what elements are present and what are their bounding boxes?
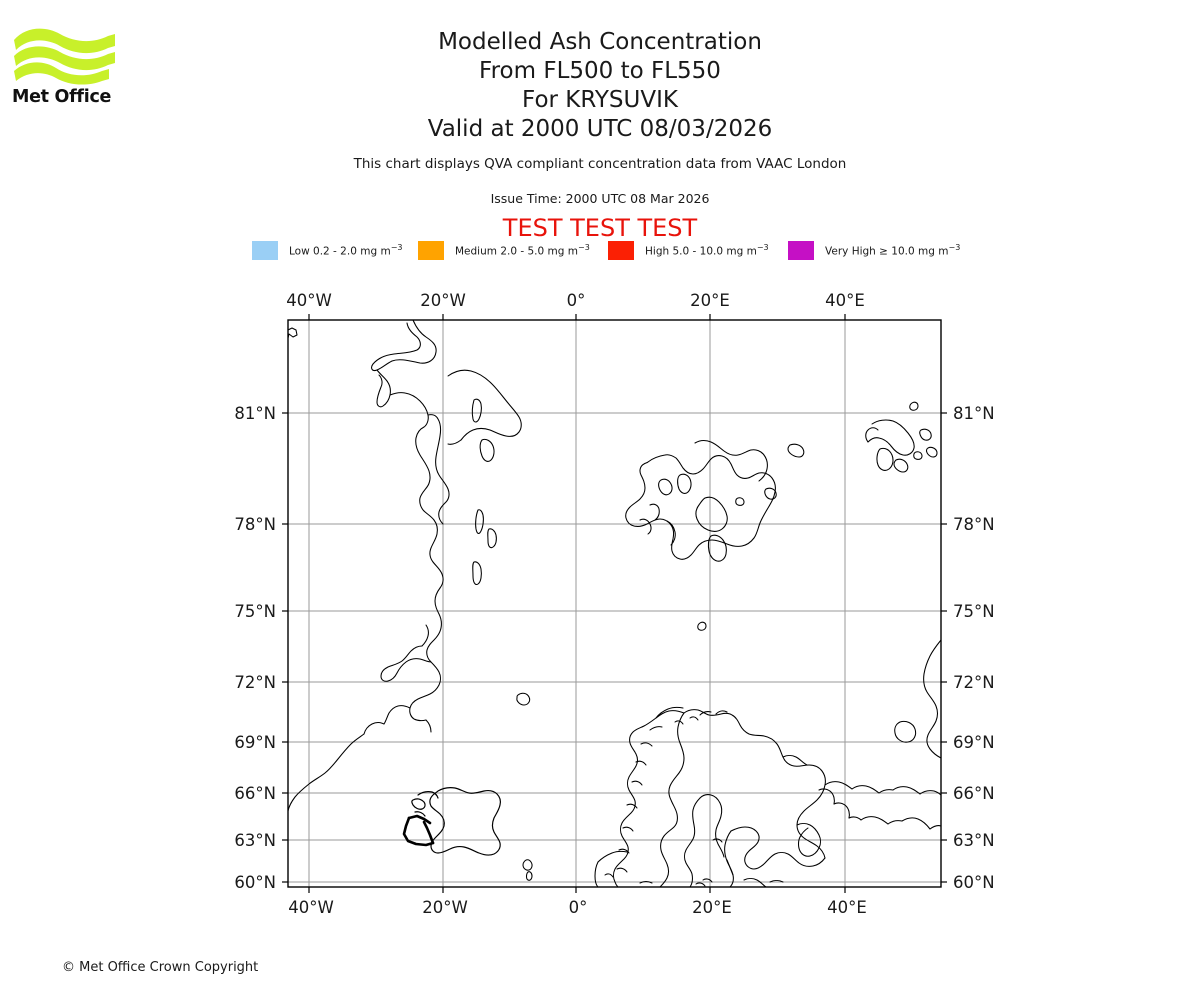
logo-wordmark: Met Office: [12, 87, 112, 107]
page-title: Modelled Ash Concentration From FL500 to…: [160, 28, 1040, 144]
legend-item-1: Medium 2.0 - 5.0 mg m−3: [418, 240, 590, 260]
concentration-legend: Low 0.2 - 2.0 mg m−3 Medium 2.0 - 5.0 mg …: [240, 240, 1000, 262]
map-frame: [287, 319, 942, 888]
title-line-3: For KRYSUVIK: [522, 87, 678, 113]
lat-label-left-7: 60°N: [234, 873, 276, 892]
met-office-logo: Met Office: [12, 24, 130, 114]
lat-label-left-6: 63°N: [234, 831, 276, 850]
lon-label-top-3: 20°E: [690, 291, 730, 310]
legend-swatch-1: [418, 240, 444, 260]
lon-label-top-0: 40°W: [286, 291, 332, 310]
lon-label-bottom-2: 0°: [569, 898, 588, 917]
lat-label-right-1: 78°N: [953, 515, 995, 534]
legend-swatch-0: [252, 240, 278, 260]
lat-label-right-7: 60°N: [953, 873, 995, 892]
legend-swatch-3: [788, 240, 814, 260]
lat-label-right-2: 75°N: [953, 602, 995, 621]
lat-label-right-4: 69°N: [953, 733, 995, 752]
lat-label-right-5: 66°N: [953, 784, 995, 803]
issue-time: Issue Time: 2000 UTC 08 Mar 2026: [490, 191, 710, 206]
legend-swatch-2: [608, 240, 634, 260]
lat-label-left-2: 75°N: [234, 602, 276, 621]
lon-label-top-2: 0°: [567, 291, 586, 310]
legend-label-3: Very High ≥ 10.0 mg m−3: [825, 242, 961, 258]
lon-label-bottom-0: 40°W: [288, 898, 334, 917]
title-line-2: From FL500 to FL550: [479, 58, 721, 84]
legend-item-3: Very High ≥ 10.0 mg m−3: [788, 240, 960, 260]
lat-label-left-3: 72°N: [234, 673, 276, 692]
legend-label-1: Medium 2.0 - 5.0 mg m−3: [455, 242, 590, 258]
test-banner: TEST TEST TEST: [502, 214, 698, 242]
qva-note: This chart displays QVA compliant concen…: [353, 156, 847, 172]
lon-label-bottom-4: 40°E: [827, 898, 867, 917]
lat-label-right-0: 81°N: [953, 404, 995, 423]
lon-label-top-4: 40°E: [825, 291, 865, 310]
lon-label-top-1: 20°W: [420, 291, 466, 310]
legend-label-2: High 5.0 - 10.0 mg m−3: [645, 242, 769, 258]
lat-label-left-4: 69°N: [234, 733, 276, 752]
lon-label-bottom-3: 20°E: [692, 898, 732, 917]
map-gridlines: [288, 320, 941, 887]
legend-item-2: High 5.0 - 10.0 mg m−3: [608, 240, 769, 260]
lat-label-right-3: 72°N: [953, 673, 995, 692]
lat-label-left-0: 81°N: [234, 404, 276, 423]
map-coastlines: [288, 320, 941, 887]
copyright-footer: © Met Office Crown Copyright: [62, 960, 259, 975]
lat-label-left-5: 66°N: [234, 784, 276, 803]
legend-label-0: Low 0.2 - 2.0 mg m−3: [289, 242, 403, 258]
lon-label-bottom-1: 20°W: [422, 898, 468, 917]
lat-label-right-6: 63°N: [953, 831, 995, 850]
met-office-wave-mark: [14, 28, 115, 85]
map-axis-layer: 40°W 40°W 20°W 20°W 0° 0° 20°E 20°E 40°E 40°E 81°N…: [234, 291, 994, 917]
lat-label-left-1: 78°N: [234, 515, 276, 534]
legend-item-0: Low 0.2 - 2.0 mg m−3: [252, 240, 402, 260]
title-line-1: Modelled Ash Concentration: [438, 29, 762, 55]
title-line-4: Valid at 2000 UTC 08/03/2026: [427, 116, 773, 142]
